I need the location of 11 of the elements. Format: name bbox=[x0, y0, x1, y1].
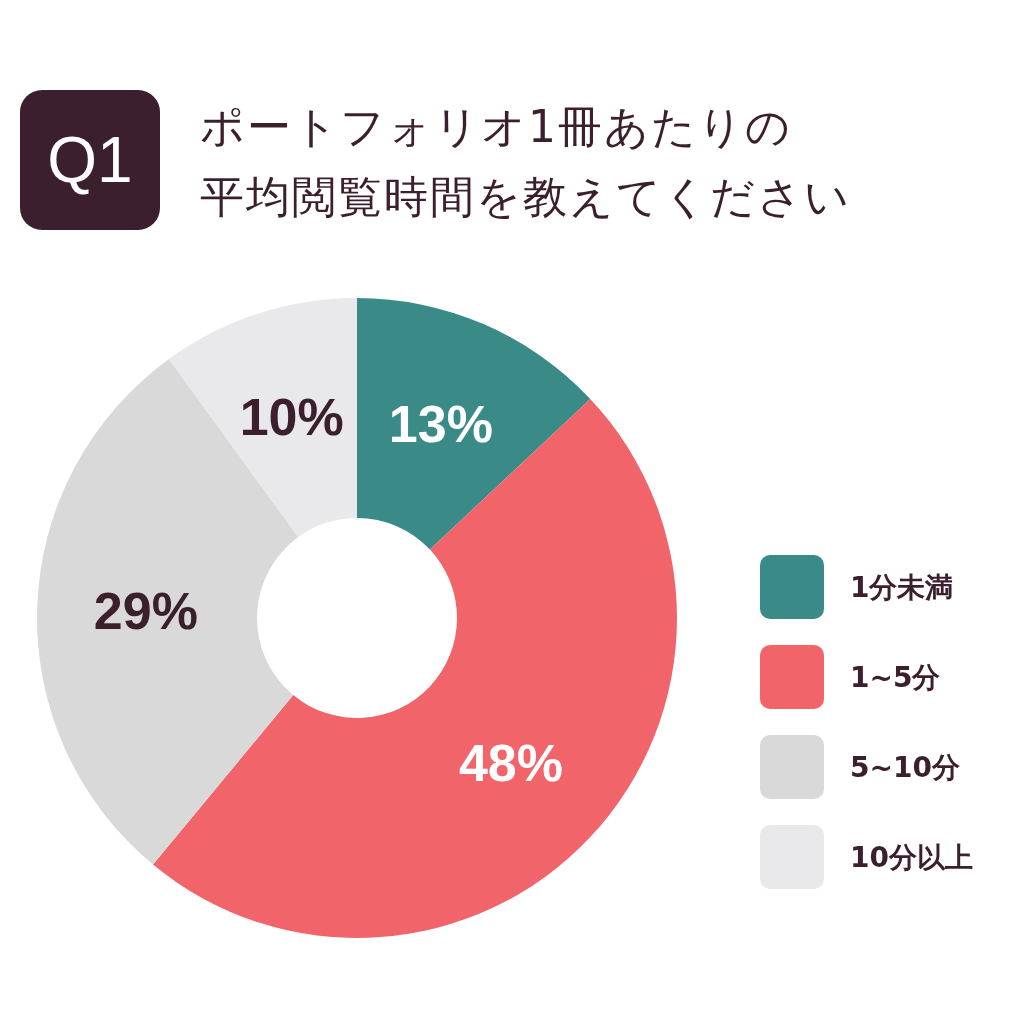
chart-subtitle: 平均閲覧時間を教えてください bbox=[200, 170, 851, 224]
data-label: 29% bbox=[93, 582, 198, 641]
chart-title: ポートフォリオ1冊あたりの bbox=[200, 100, 793, 154]
data-label: 48% bbox=[458, 733, 563, 792]
legend-label: 1分未満 bbox=[850, 570, 954, 604]
data-label: 13% bbox=[388, 395, 493, 454]
annotation: Q1 bbox=[20, 90, 160, 230]
legend-label: 10分以上 bbox=[850, 840, 973, 874]
legend-label: 1~5分 bbox=[850, 660, 942, 694]
legend-label: 5~10分 bbox=[850, 750, 961, 784]
data-label: 10% bbox=[239, 388, 344, 447]
